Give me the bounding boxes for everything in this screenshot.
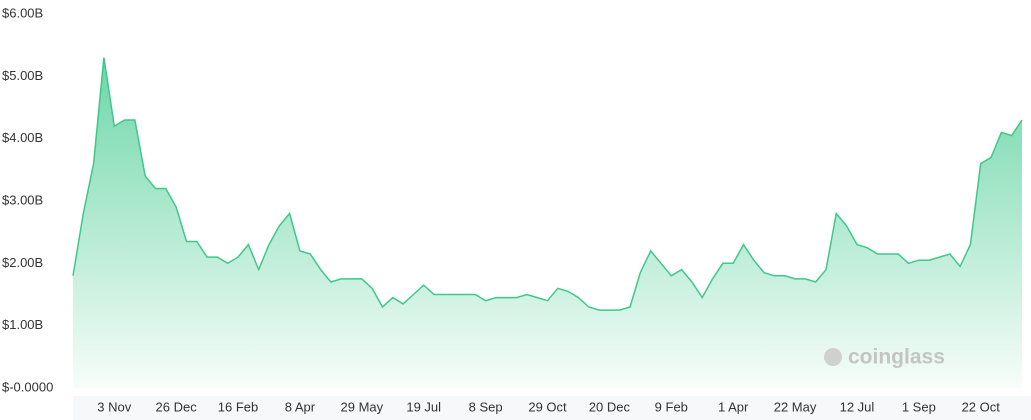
x-tick-label: 1 Apr: [718, 399, 749, 414]
x-tick-label: 8 Sep: [469, 399, 503, 414]
x-tick-label: 19 Jul: [406, 399, 441, 414]
y-tick-label: $2.00B: [2, 255, 43, 270]
x-tick-label: 26 Dec: [156, 399, 198, 414]
y-tick-label: $1.00B: [2, 317, 43, 332]
x-tick-label: 12 Jul: [840, 399, 875, 414]
x-tick-label: 29 May: [341, 399, 384, 414]
x-tick-label: 29 Oct: [528, 399, 567, 414]
area-fill: [73, 57, 1022, 388]
x-tick-label: 16 Feb: [218, 399, 258, 414]
y-tick-label: $4.00B: [2, 130, 43, 145]
watermark: coinglass: [824, 346, 945, 369]
watermark-text: coinglass: [848, 346, 945, 369]
x-tick-label: 3 Nov: [97, 399, 131, 414]
x-axis-band: [73, 396, 1031, 420]
y-tick-label: $-0.0000: [2, 379, 53, 394]
area-line: [72, 57, 1023, 311]
x-tick-label: 20 Dec: [589, 399, 631, 414]
x-tick-label: 1 Sep: [902, 399, 936, 414]
y-tick-label: $3.00B: [2, 192, 43, 207]
x-tick-label: 9 Feb: [655, 399, 688, 414]
y-tick-label: $5.00B: [2, 68, 43, 83]
x-tick-label: 22 May: [774, 399, 817, 414]
y-tick-label: $6.00B: [2, 5, 43, 20]
x-tick-label: 8 Apr: [285, 399, 316, 414]
x-tick-label: 22 Oct: [962, 399, 1001, 414]
